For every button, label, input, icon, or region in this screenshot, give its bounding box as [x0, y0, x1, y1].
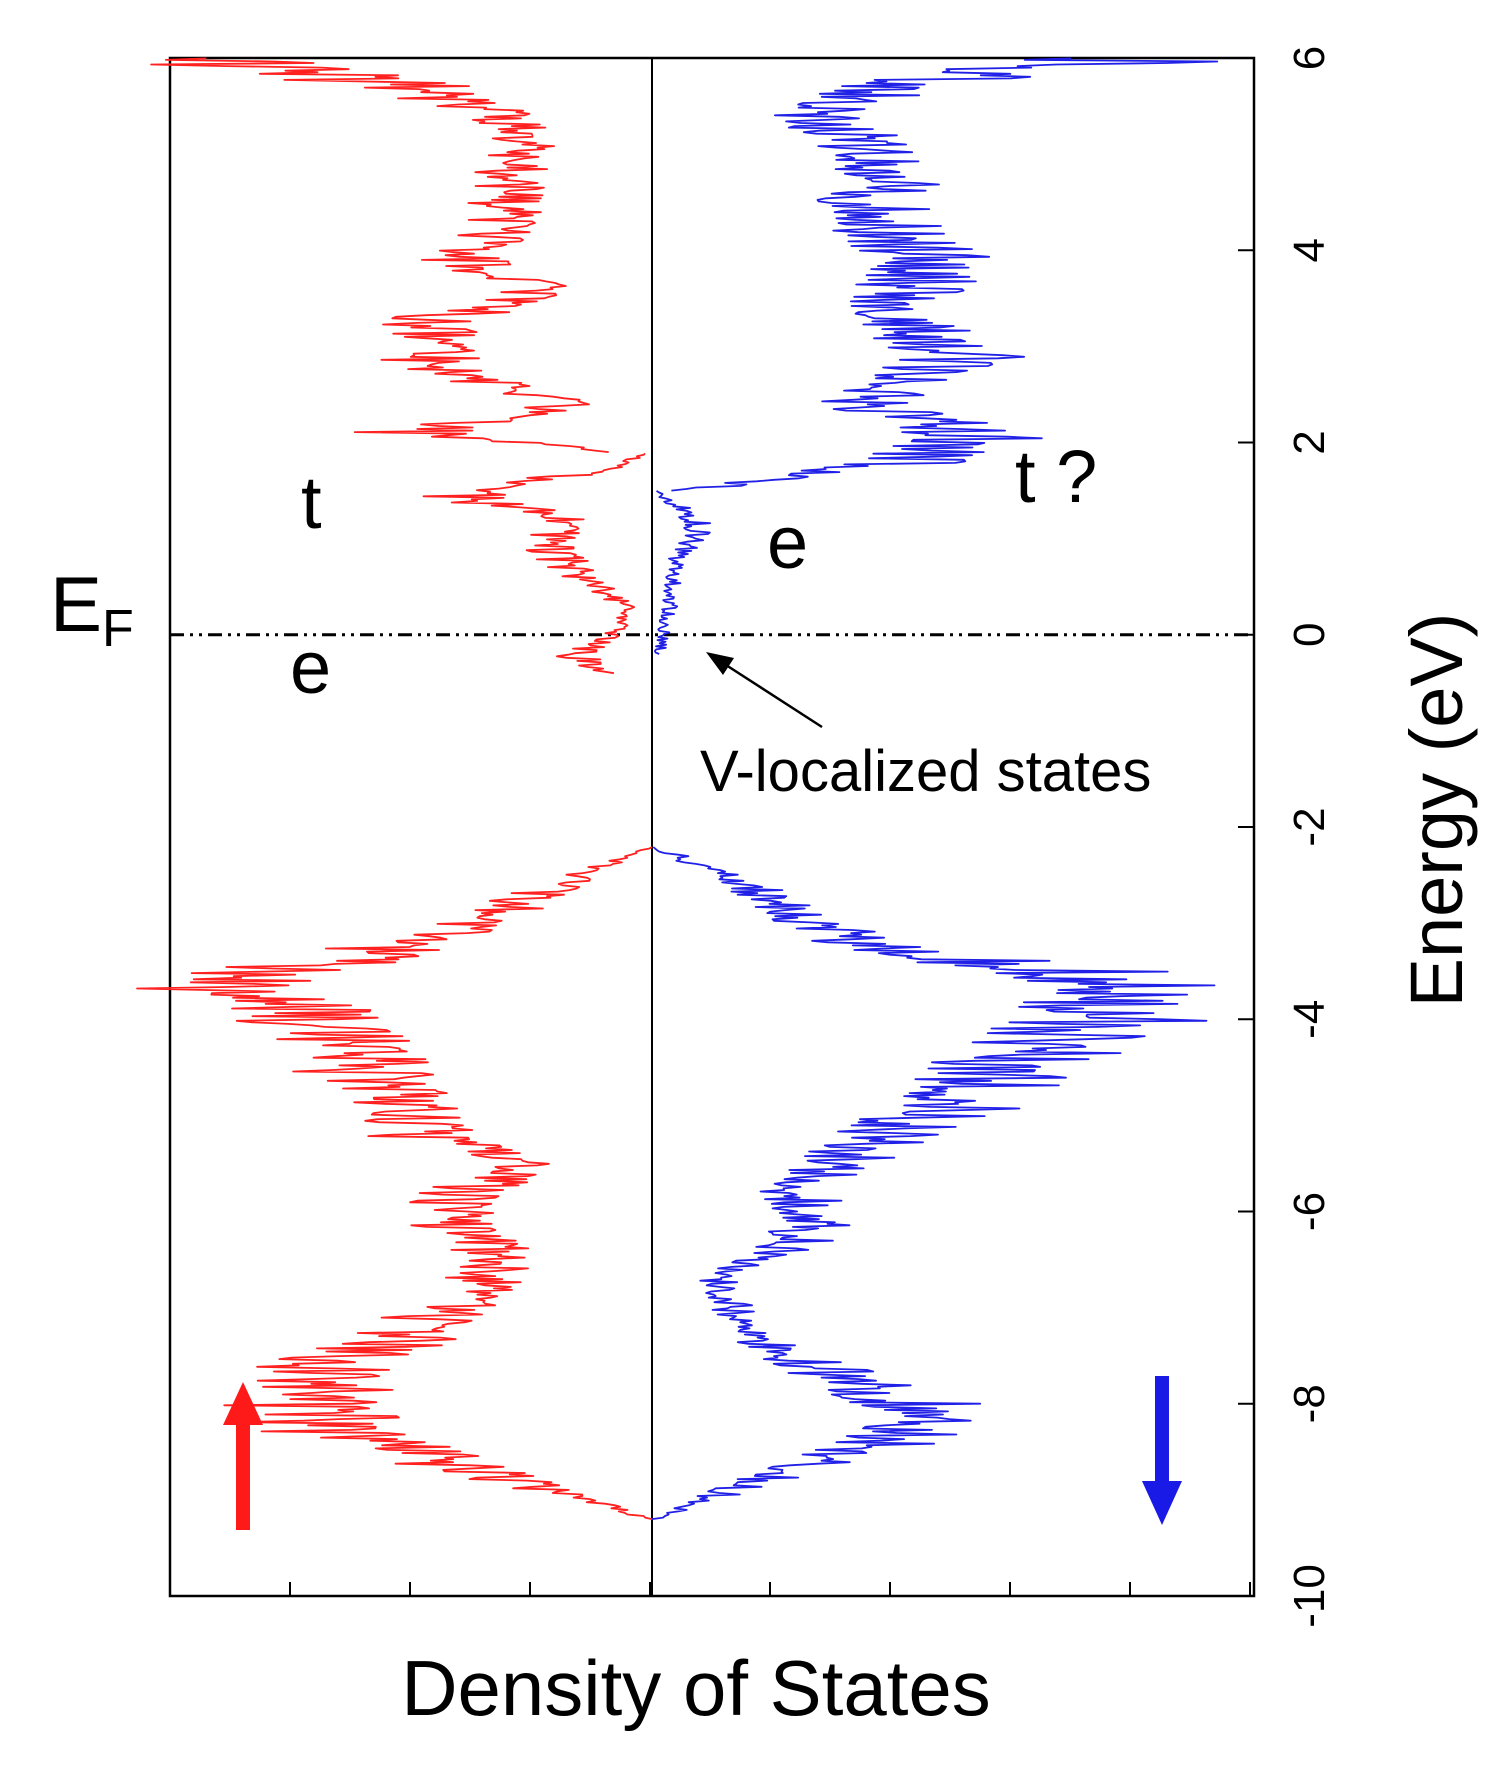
annotation-e-up: e — [290, 626, 331, 709]
annotation-arrow-head — [706, 652, 734, 675]
annotation-arrow-line — [725, 663, 823, 729]
markers-group — [223, 1376, 1182, 1530]
spin-down-dos-line — [654, 490, 711, 655]
y-tick-label: 6 — [1285, 46, 1334, 70]
spin-down-dos-line — [651, 846, 1216, 1520]
annotation-t-up: t — [301, 461, 322, 544]
spin-down-dos-line — [671, 57, 1219, 492]
x-axis-label: Density of States — [401, 1644, 991, 1732]
spin-down-arrow-icon — [1142, 1376, 1182, 1525]
spin-up-dos-line — [136, 846, 653, 1520]
fermi-label: EF — [50, 560, 134, 658]
annotation-t-question: t ? — [1015, 435, 1097, 518]
annotation-v-localized: V-localized states — [700, 739, 1151, 804]
spin-up-dos-line — [150, 57, 609, 453]
y-tick-label: -6 — [1285, 1192, 1334, 1231]
fermi-label-subscript: F — [102, 600, 134, 658]
annotation-e-down: e — [767, 501, 808, 584]
y-tick-label: -10 — [1285, 1564, 1334, 1628]
y-tick-label: 2 — [1285, 430, 1334, 454]
ticks-group: -10 -8 -6 -4 -2 0 2 4 6 — [289, 46, 1334, 1628]
labels-group: EF Density of States Energy (eV) — [50, 560, 1478, 1732]
y-axis-label: Energy (eV) — [1395, 613, 1478, 1008]
y-tick-label: -8 — [1285, 1384, 1334, 1423]
y-tick-label: 0 — [1285, 623, 1334, 647]
series-group — [136, 57, 1219, 1520]
annotations-group: t e e t ? V-localized states — [290, 435, 1151, 804]
y-tick-label: -2 — [1285, 807, 1334, 846]
y-tick-label: -4 — [1285, 1000, 1334, 1039]
spin-up-arrow-icon — [223, 1382, 263, 1530]
spin-up-dos-line — [422, 452, 646, 675]
y-tick-label: 4 — [1285, 238, 1334, 262]
